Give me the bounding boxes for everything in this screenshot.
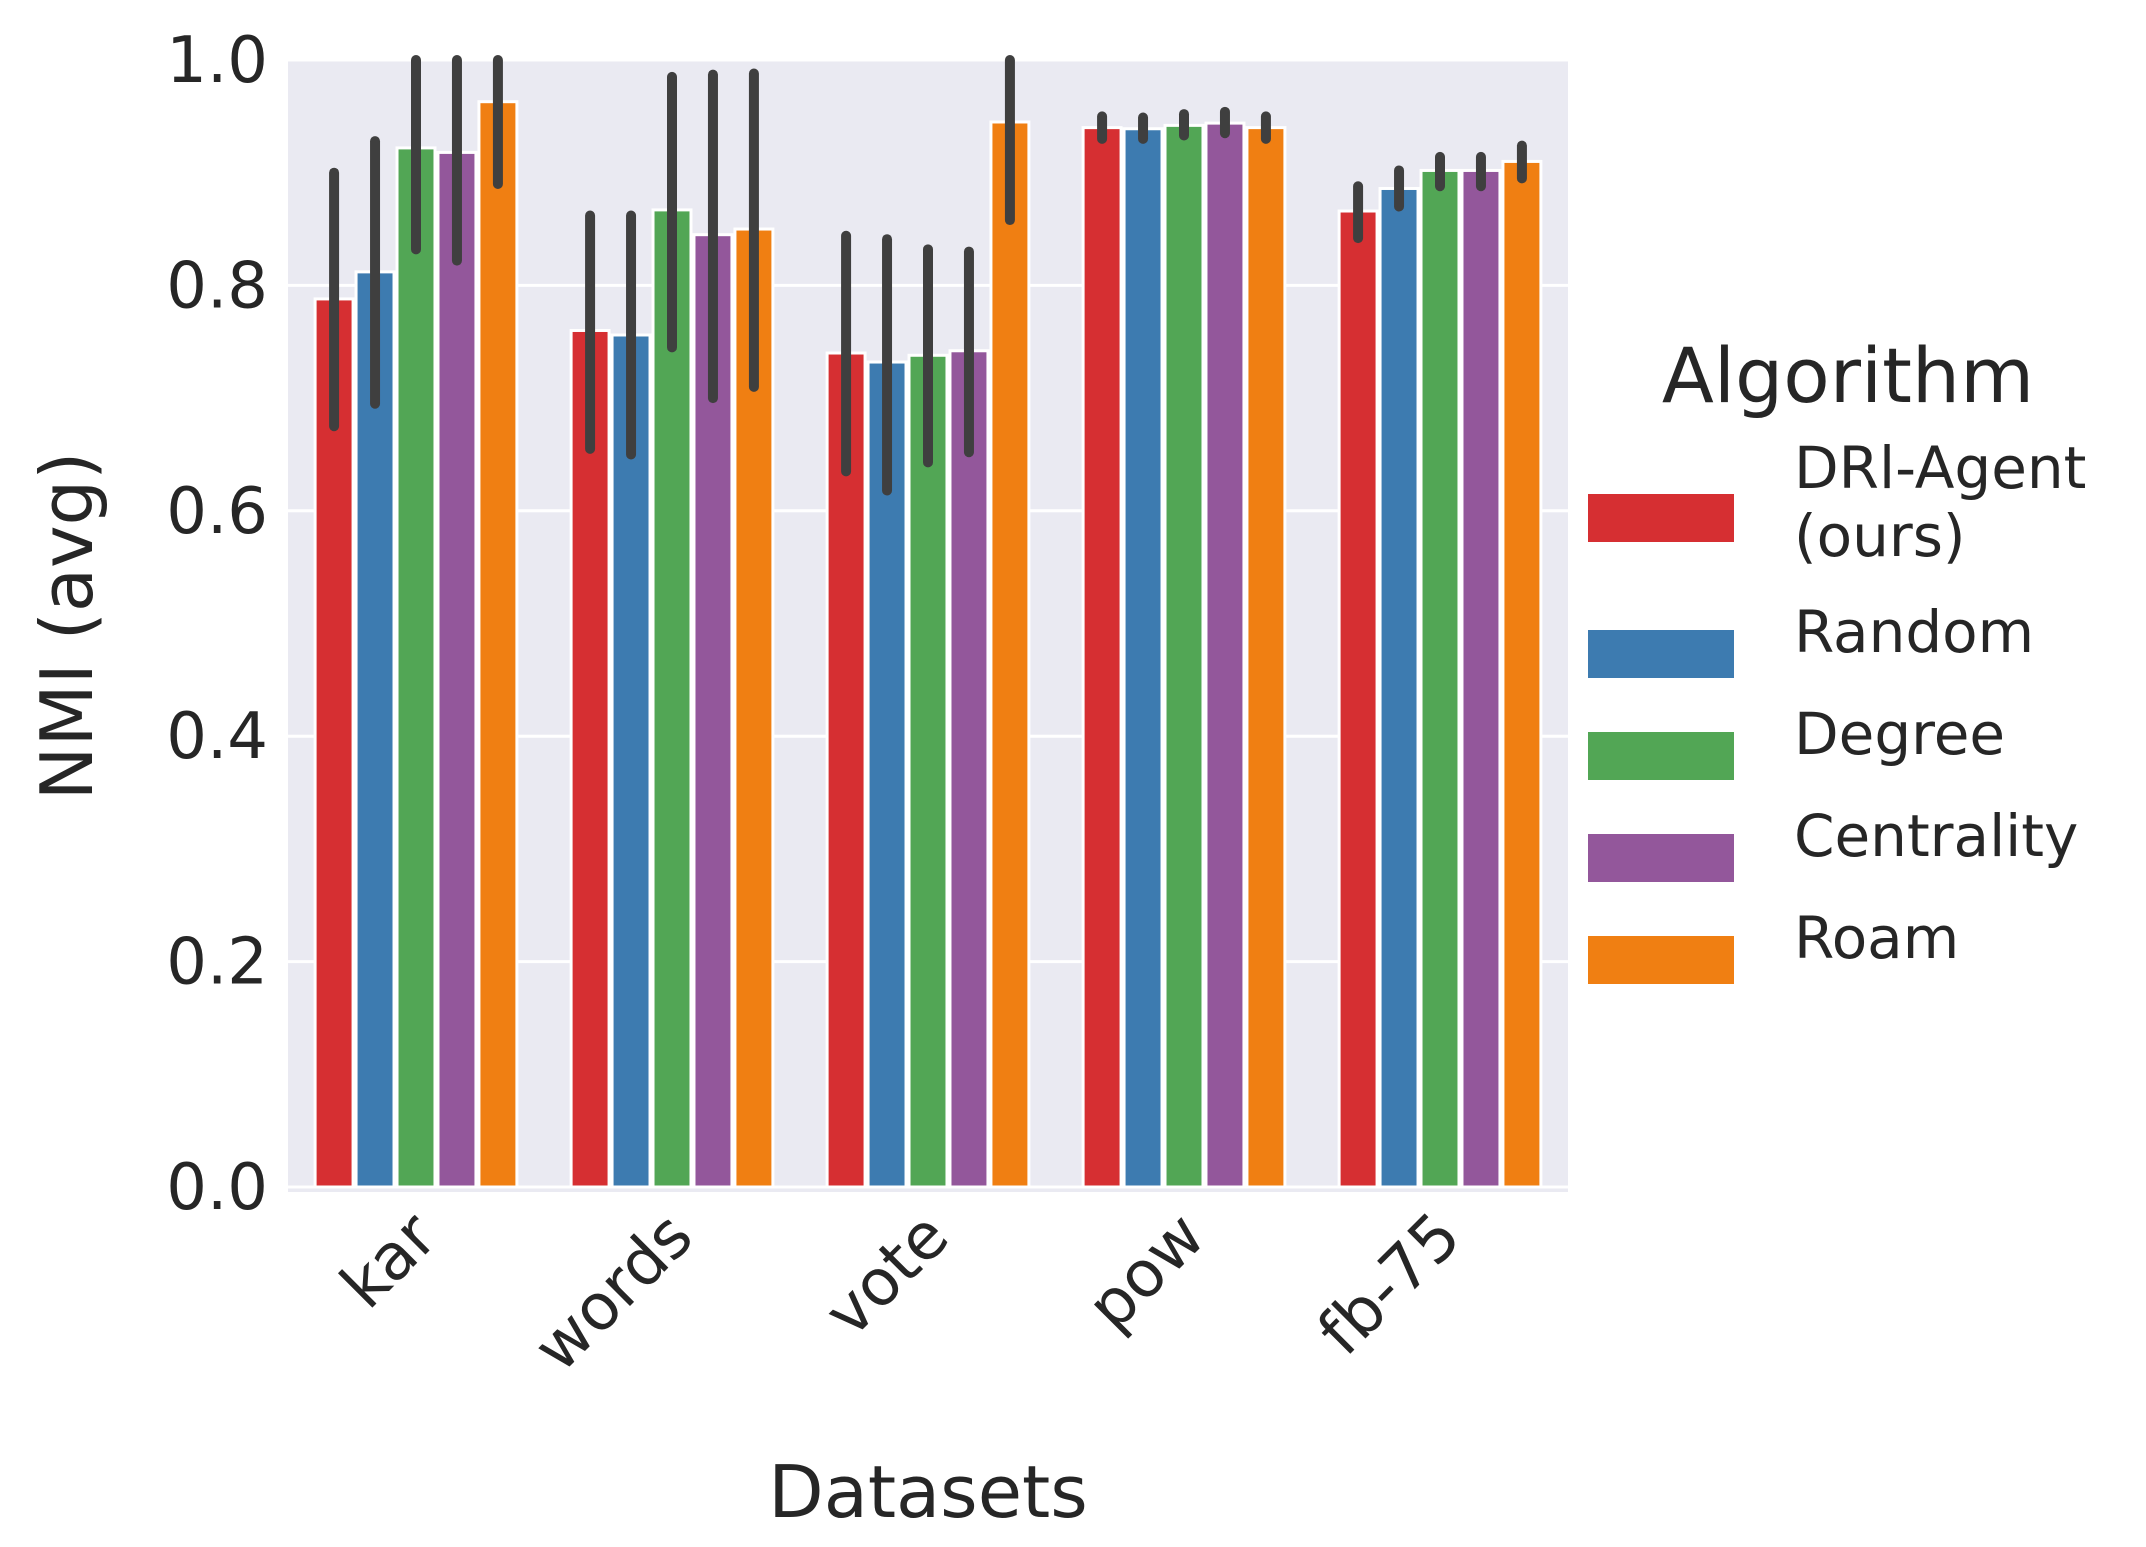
bar-kar-4 — [436, 150, 478, 1189]
legend-label-1: (ours) — [1794, 502, 1966, 570]
bar-fb-75-3 — [1419, 168, 1461, 1189]
bar-fb-75-1 — [1337, 209, 1379, 1189]
bar-pow-4 — [1204, 121, 1246, 1189]
bar-vote-2 — [866, 360, 908, 1189]
legend-label-3: Degree — [1794, 700, 2005, 768]
bar-kar-5 — [477, 100, 519, 1189]
y-tick-label: 0.8 — [166, 249, 268, 323]
bar-pow-5 — [1245, 126, 1287, 1189]
legend: Algorithm DRl-Agent(ours) Random Degree Cen… — [1588, 331, 2086, 984]
y-tick-label: 0.6 — [166, 475, 268, 549]
bar-fb-75-4 — [1460, 168, 1502, 1189]
bar-vote-4 — [948, 349, 990, 1189]
legend-items: DRl-Agent(ours) Random Degree Centrality Roa… — [1588, 434, 2086, 984]
bar-kar-2 — [354, 270, 396, 1189]
x-tick-label-vote: vote — [811, 1199, 963, 1351]
x-tick-label-words: words — [520, 1199, 707, 1386]
bar-kar-3 — [395, 146, 437, 1189]
bar-fb-75-2 — [1378, 186, 1420, 1189]
legend-swatch-2 — [1588, 630, 1734, 678]
bar-pow-1 — [1081, 126, 1123, 1189]
bar-vote-3 — [907, 353, 949, 1189]
y-axis-label: NMI (avg) — [25, 452, 109, 801]
legend-label-1: DRl-Agent — [1794, 434, 2086, 502]
bars — [313, 100, 1543, 1189]
bar-words-1 — [569, 328, 611, 1189]
legend-swatch-3 — [1588, 732, 1734, 780]
legend-swatch-4 — [1588, 834, 1734, 882]
y-tick-label: 0.2 — [166, 926, 268, 1000]
bar-kar-1 — [313, 297, 355, 1189]
bar-vote-1 — [825, 351, 867, 1189]
bar-pow-2 — [1122, 127, 1164, 1189]
y-tick-label: 0.0 — [166, 1151, 268, 1225]
bar-words-2 — [610, 333, 652, 1189]
x-tick-label-pow: pow — [1074, 1199, 1220, 1345]
bar-pow-3 — [1163, 123, 1205, 1189]
y-tick-label: 1.0 — [166, 24, 268, 98]
x-tick-label-fb-75: fb-75 — [1304, 1199, 1475, 1370]
x-tick-label-kar: kar — [327, 1199, 452, 1324]
legend-title: Algorithm — [1662, 331, 2034, 420]
legend-swatch-1 — [1588, 494, 1734, 542]
legend-label-4: Centrality — [1794, 802, 2078, 870]
y-tick-label: 0.4 — [166, 700, 268, 774]
y-tick-labels: 0.0 0.2 0.4 0.6 0.8 1.0 — [166, 24, 268, 1225]
error-bars — [329, 55, 1527, 496]
bar-vote-5 — [989, 120, 1031, 1189]
legend-label-2: Random — [1794, 598, 2034, 666]
x-axis-label: Datasets — [768, 1450, 1087, 1534]
legend-label-5: Roam — [1794, 904, 1959, 972]
legend-swatch-5 — [1588, 936, 1734, 984]
bar-fb-75-5 — [1501, 159, 1543, 1189]
x-tick-labels: kar words vote pow fb-75 — [327, 1199, 1475, 1387]
bar-words-3 — [651, 208, 693, 1189]
